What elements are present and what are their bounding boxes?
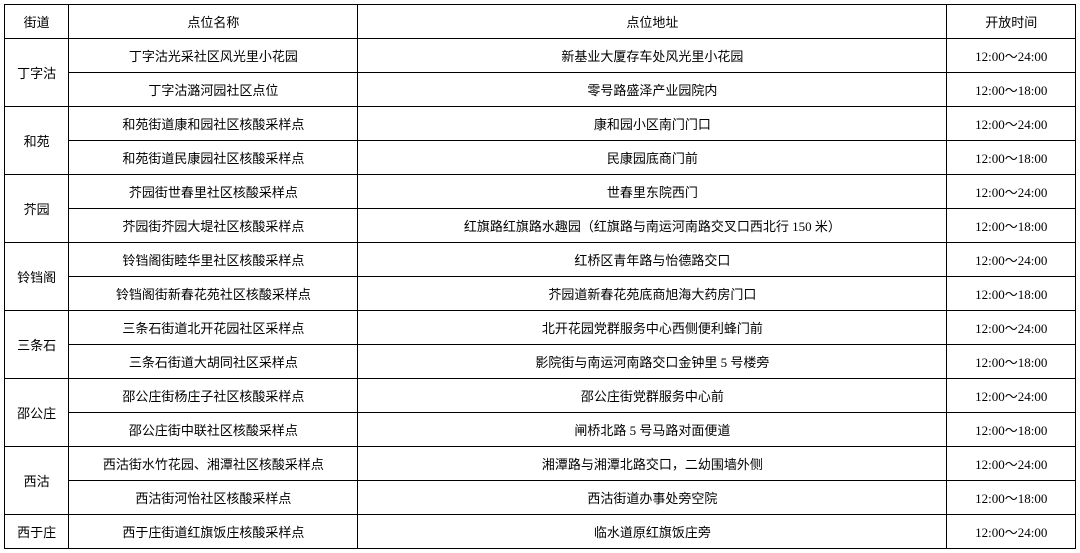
cell-name: 西沽街水竹花园、湘潭社区核酸采样点 [69,447,358,481]
cell-street: 芥园 [5,175,69,243]
table-row: 和苑和苑街道康和园社区核酸采样点康和园小区南门门口12:00～24:00 [5,107,1076,141]
cell-name: 丁字沽潞河园社区点位 [69,73,358,107]
table-row: 丁字沽丁字沽光采社区风光里小花园新基业大厦存车处风光里小花园12:00～24:0… [5,39,1076,73]
cell-address: 康和园小区南门门口 [358,107,947,141]
table-row: 铃铛阁铃铛阁街睦华里社区核酸采样点红桥区青年路与怡德路交口12:00～24:00 [5,243,1076,277]
cell-time: 12:00～24:00 [947,107,1076,141]
cell-name: 西于庄街道红旗饭庄核酸采样点 [69,515,358,549]
cell-time: 12:00～24:00 [947,447,1076,481]
cell-time: 12:00～18:00 [947,481,1076,515]
cell-time: 12:00～24:00 [947,175,1076,209]
cell-street: 三条石 [5,311,69,379]
cell-address: 湘潭路与湘潭北路交口，二幼围墙外侧 [358,447,947,481]
table-row: 三条石三条石街道北开花园社区采样点北开花园党群服务中心西侧便利蜂门前12:00～… [5,311,1076,345]
table-row: 西沽西沽街水竹花园、湘潭社区核酸采样点湘潭路与湘潭北路交口，二幼围墙外侧12:0… [5,447,1076,481]
table-body: 丁字沽丁字沽光采社区风光里小花园新基业大厦存车处风光里小花园12:00～24:0… [5,39,1076,549]
table-header-row: 街道 点位名称 点位地址 开放时间 [5,5,1076,39]
cell-time: 12:00～18:00 [947,345,1076,379]
sampling-points-table: 街道 点位名称 点位地址 开放时间 丁字沽丁字沽光采社区风光里小花园新基业大厦存… [4,4,1076,549]
cell-name: 和苑街道康和园社区核酸采样点 [69,107,358,141]
cell-name: 丁字沽光采社区风光里小花园 [69,39,358,73]
cell-name: 三条石街道北开花园社区采样点 [69,311,358,345]
cell-time: 12:00～24:00 [947,515,1076,549]
cell-name: 芥园街芥园大堤社区核酸采样点 [69,209,358,243]
cell-time: 12:00～18:00 [947,277,1076,311]
table-row: 芥园街芥园大堤社区核酸采样点红旗路红旗路水趣园（红旗路与南运河南路交叉口西北行 … [5,209,1076,243]
table-row: 和苑街道民康园社区核酸采样点民康园底商门前12:00～18:00 [5,141,1076,175]
cell-address: 民康园底商门前 [358,141,947,175]
cell-address: 西沽街道办事处旁空院 [358,481,947,515]
cell-address: 芥园道新春花苑底商旭海大药房门口 [358,277,947,311]
cell-time: 12:00～18:00 [947,73,1076,107]
cell-address: 红旗路红旗路水趣园（红旗路与南运河南路交叉口西北行 150 米） [358,209,947,243]
cell-time: 12:00～18:00 [947,141,1076,175]
table-row: 邵公庄街中联社区核酸采样点闸桥北路 5 号马路对面便道12:00～18:00 [5,413,1076,447]
cell-street: 丁字沽 [5,39,69,107]
cell-street: 和苑 [5,107,69,175]
cell-name: 和苑街道民康园社区核酸采样点 [69,141,358,175]
cell-address: 零号路盛泽产业园院内 [358,73,947,107]
table-row: 西于庄西于庄街道红旗饭庄核酸采样点临水道原红旗饭庄旁12:00～24:00 [5,515,1076,549]
cell-address: 邵公庄街党群服务中心前 [358,379,947,413]
cell-street: 铃铛阁 [5,243,69,311]
table-row: 铃铛阁街新春花苑社区核酸采样点芥园道新春花苑底商旭海大药房门口12:00～18:… [5,277,1076,311]
header-time: 开放时间 [947,5,1076,39]
cell-name: 邵公庄街杨庄子社区核酸采样点 [69,379,358,413]
header-street: 街道 [5,5,69,39]
cell-address: 临水道原红旗饭庄旁 [358,515,947,549]
table-row: 西沽街河怡社区核酸采样点西沽街道办事处旁空院12:00～18:00 [5,481,1076,515]
table-row: 丁字沽潞河园社区点位零号路盛泽产业园院内12:00～18:00 [5,73,1076,107]
cell-time: 12:00～18:00 [947,209,1076,243]
cell-name: 铃铛阁街睦华里社区核酸采样点 [69,243,358,277]
cell-name: 芥园街世春里社区核酸采样点 [69,175,358,209]
cell-time: 12:00～24:00 [947,311,1076,345]
table-row: 芥园芥园街世春里社区核酸采样点世春里东院西门12:00～24:00 [5,175,1076,209]
table-row: 邵公庄邵公庄街杨庄子社区核酸采样点邵公庄街党群服务中心前12:00～24:00 [5,379,1076,413]
cell-address: 北开花园党群服务中心西侧便利蜂门前 [358,311,947,345]
cell-name: 邵公庄街中联社区核酸采样点 [69,413,358,447]
cell-time: 12:00～18:00 [947,413,1076,447]
cell-address: 红桥区青年路与怡德路交口 [358,243,947,277]
cell-address: 新基业大厦存车处风光里小花园 [358,39,947,73]
cell-time: 12:00～24:00 [947,379,1076,413]
cell-time: 12:00～24:00 [947,39,1076,73]
cell-name: 铃铛阁街新春花苑社区核酸采样点 [69,277,358,311]
cell-street: 邵公庄 [5,379,69,447]
cell-name: 三条石街道大胡同社区采样点 [69,345,358,379]
cell-street: 西沽 [5,447,69,515]
cell-address: 世春里东院西门 [358,175,947,209]
cell-address: 影院街与南运河南路交口金钟里 5 号楼旁 [358,345,947,379]
cell-time: 12:00～24:00 [947,243,1076,277]
cell-name: 西沽街河怡社区核酸采样点 [69,481,358,515]
cell-street: 西于庄 [5,515,69,549]
header-name: 点位名称 [69,5,358,39]
cell-address: 闸桥北路 5 号马路对面便道 [358,413,947,447]
table-row: 三条石街道大胡同社区采样点影院街与南运河南路交口金钟里 5 号楼旁12:00～1… [5,345,1076,379]
header-address: 点位地址 [358,5,947,39]
